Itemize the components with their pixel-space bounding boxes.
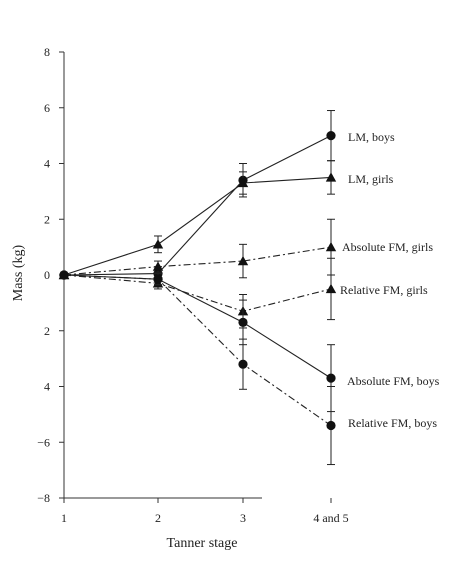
series-layer	[58, 110, 337, 466]
series-line-relative-fm-girls	[63, 274, 332, 312]
series-lm-girls	[58, 160, 337, 280]
point-relative-fm-boys-3	[326, 420, 336, 431]
label-lm-boys: LM, boys	[348, 130, 395, 144]
point-relative-fm-boys-0	[59, 270, 69, 280]
point-absolute-fm-girls-1	[152, 261, 164, 271]
label-lm-girls: LM, girls	[348, 172, 394, 186]
x-axis-title: Tanner stage	[167, 536, 238, 551]
point-lm-boys-3	[326, 131, 336, 141]
x-tick-label-1: 2	[155, 511, 161, 525]
series-line-absolute-fm-girls	[63, 246, 332, 276]
x-tick-label-2: 3	[240, 511, 246, 525]
series-line-absolute-fm-boys	[63, 274, 332, 379]
point-relative-fm-boys-1	[153, 274, 163, 284]
label-relative-fm-boys: Relative FM, boys	[348, 416, 437, 430]
series-absolute-fm-girls	[58, 218, 337, 280]
series-line-lm-boys	[63, 135, 332, 276]
point-lm-girls-3	[325, 172, 337, 182]
y-tick-label-1: 6	[44, 101, 50, 115]
label-absolute-fm-girls: Absolute FM, girls	[342, 240, 433, 254]
point-absolute-fm-girls-3	[325, 241, 337, 252]
y-ticks: 8 6 4 2 0 2 4 −6 −8	[37, 45, 64, 505]
label-relative-fm-girls: Relative FM, girls	[340, 283, 428, 297]
point-relative-fm-girls-3	[325, 283, 337, 294]
y-tick-label-6: 4	[44, 380, 50, 394]
point-relative-fm-boys-2	[238, 359, 248, 369]
y-tick-label-5: 2	[44, 324, 50, 338]
y-tick-label-4: 0	[44, 268, 50, 282]
series-relative-fm-girls	[58, 257, 337, 329]
label-absolute-fm-boys: Absolute FM, boys	[347, 374, 440, 388]
point-absolute-fm-boys-3	[326, 373, 336, 383]
point-lm-girls-2	[237, 177, 249, 188]
x-ticks: 1 2 3 4 and 5	[61, 498, 349, 525]
y-tick-label-0: 8	[44, 45, 50, 59]
y-tick-label-2: 4	[44, 157, 50, 171]
series-relative-fm-boys	[59, 270, 336, 466]
point-lm-girls-1	[152, 239, 164, 249]
y-tick-label-8: −8	[37, 491, 50, 505]
x-tick-label-3: 4 and 5	[313, 511, 348, 525]
point-absolute-fm-girls-2	[237, 255, 249, 266]
y-tick-label-3: 2	[44, 212, 50, 226]
series-lm-boys	[59, 110, 336, 282]
y-tick-label-7: −6	[37, 435, 50, 449]
point-absolute-fm-boys-2	[238, 317, 248, 327]
x-tick-label-0: 1	[61, 511, 67, 525]
y-axis-title: Mass (kg)	[11, 244, 26, 301]
series-absolute-fm-boys	[59, 270, 336, 413]
series-line-relative-fm-boys	[63, 274, 332, 426]
series-line-lm-girls	[63, 176, 332, 276]
